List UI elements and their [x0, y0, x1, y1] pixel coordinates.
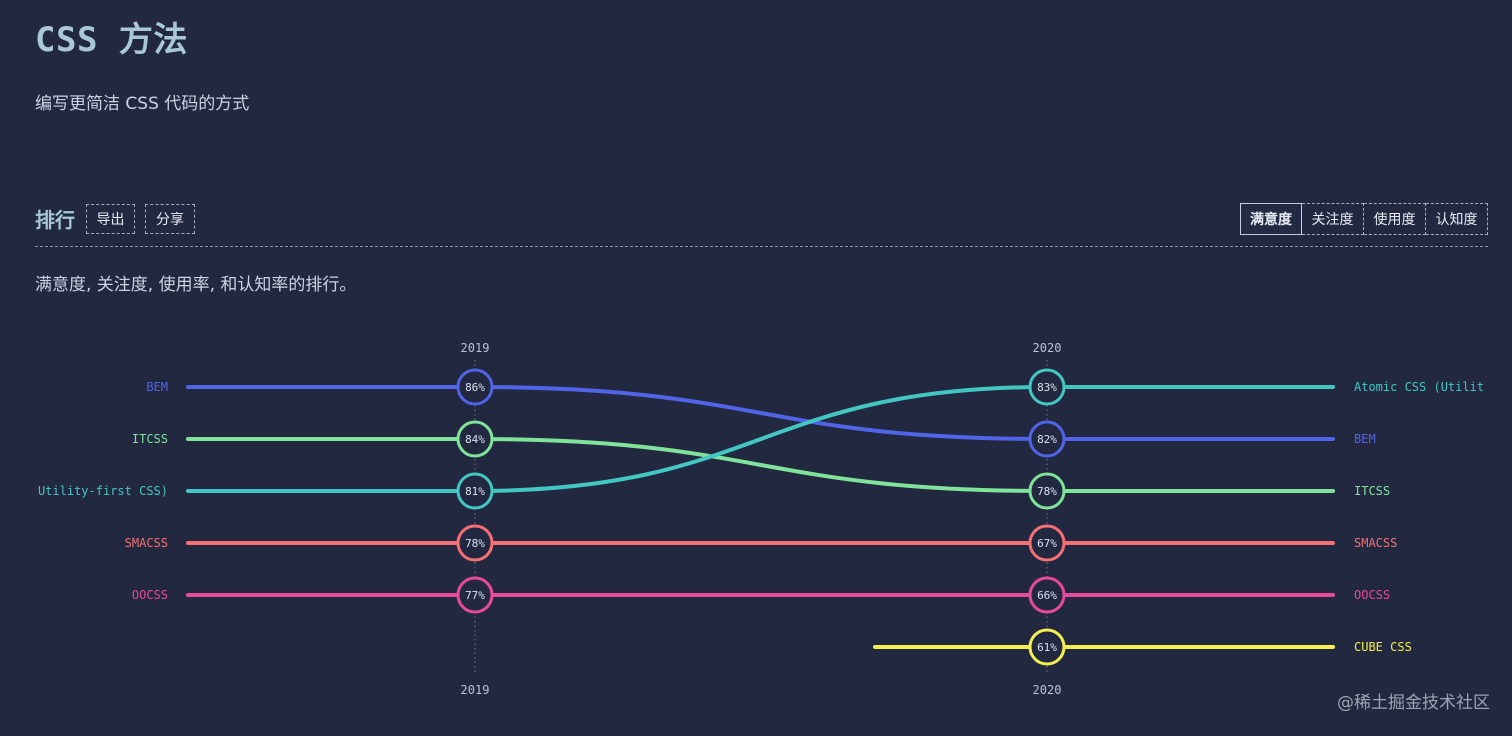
point-utility-first-css-2020: [1028, 368, 1066, 406]
right-label-cube-css: CUBE CSS: [1354, 640, 1412, 654]
left-label-bem: BEM: [146, 380, 168, 394]
tab-awareness[interactable]: 认知度: [1426, 203, 1488, 235]
export-button[interactable]: 导出: [86, 204, 135, 234]
point-label-itcss-2020: 78%: [1037, 485, 1057, 498]
point-label-bem-2019: 86%: [465, 381, 485, 394]
series-line-utility-first-css-middle: [473, 385, 1049, 493]
point-smacss-2020: [1028, 524, 1066, 562]
point-oocss-2020: [1028, 576, 1066, 614]
point-utility-first-css-2019: [456, 472, 494, 510]
watermark: @稀土掘金技术社区: [1337, 693, 1490, 713]
share-button[interactable]: 分享: [145, 204, 195, 234]
point-bem-2020: [1028, 420, 1066, 458]
tab-satisfaction[interactable]: 满意度: [1240, 203, 1302, 235]
year-label-bottom-2019: 2019: [461, 683, 490, 697]
left-label-itcss: ITCSS: [132, 432, 168, 446]
right-label-utility-first-css: Atomic CSS (Utilit: [1354, 380, 1484, 394]
point-cube-css-2020: [1028, 628, 1066, 666]
left-label-smacss: SMACSS: [125, 536, 168, 550]
point-label-cube-css-2020: 61%: [1037, 641, 1057, 654]
tab-interest[interactable]: 关注度: [1302, 203, 1364, 235]
left-label-oocss: OOCSS: [132, 588, 168, 602]
point-label-smacss-2019: 78%: [465, 537, 485, 550]
tab-usage[interactable]: 使用度: [1364, 203, 1426, 235]
right-label-itcss: ITCSS: [1354, 484, 1390, 498]
year-label-top-2020: 2020: [1033, 341, 1062, 355]
point-itcss-2020: [1028, 472, 1066, 510]
metric-tabs: 满意度 关注度 使用度 认知度: [1240, 203, 1488, 235]
page-subtitle: 编写更简洁 CSS 代码的方式: [35, 94, 250, 114]
page-title: CSS 方法: [35, 20, 188, 60]
ranking-header: 排行 导出 分享 满意度 关注度 使用度 认知度: [35, 200, 1488, 247]
point-itcss-2019: [456, 420, 494, 458]
point-label-oocss-2019: 77%: [465, 589, 485, 602]
ranking-description: 满意度, 关注度, 使用率, 和认知率的排行。: [35, 275, 357, 295]
year-label-bottom-2020: 2020: [1033, 683, 1062, 697]
point-label-bem-2020: 82%: [1037, 433, 1057, 446]
point-label-itcss-2019: 84%: [465, 433, 485, 446]
year-label-top-2019: 2019: [461, 341, 490, 355]
point-label-oocss-2020: 66%: [1037, 589, 1057, 602]
point-label-utility-first-css-2019: 81%: [465, 485, 485, 498]
right-label-oocss: OOCSS: [1354, 588, 1390, 602]
right-label-smacss: SMACSS: [1354, 536, 1397, 550]
ranking-title: 排行: [35, 208, 75, 232]
point-bem-2019: [456, 368, 494, 406]
point-smacss-2019: [456, 524, 494, 562]
right-label-bem: BEM: [1354, 432, 1376, 446]
point-label-smacss-2020: 67%: [1037, 537, 1057, 550]
left-label-utility-first-css: Utility-first CSS): [38, 484, 168, 498]
point-oocss-2019: [456, 576, 494, 614]
series-line-bem-middle: [473, 385, 1049, 441]
point-label-utility-first-css-2020: 83%: [1037, 381, 1057, 394]
series-line-itcss-middle: [473, 437, 1049, 493]
